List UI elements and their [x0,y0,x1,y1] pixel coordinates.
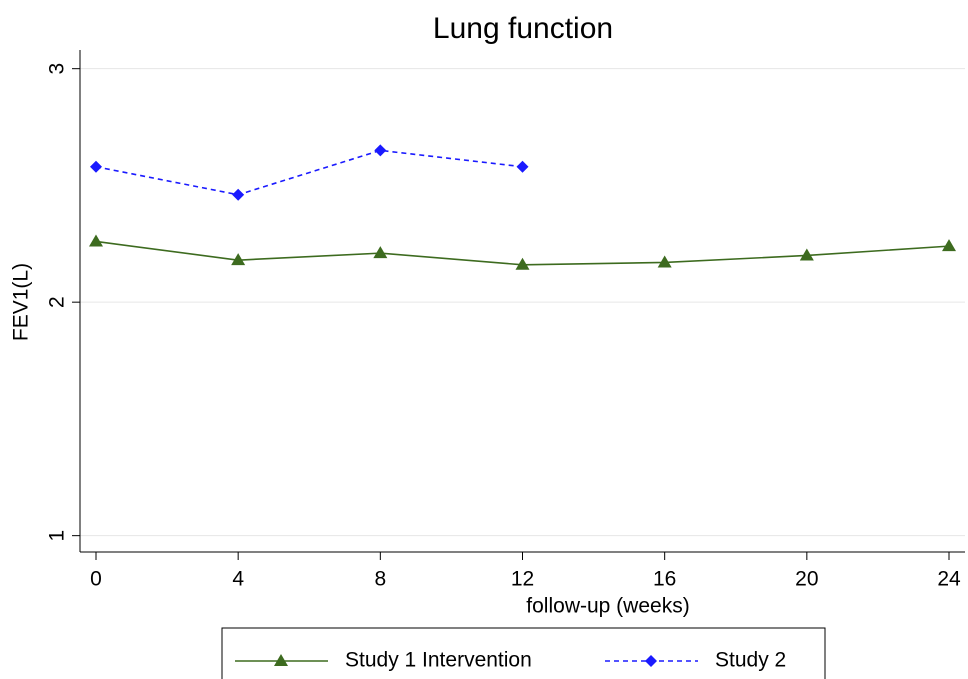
marker [88,234,103,247]
y-tick-label: 1 [46,530,69,542]
marker [89,160,102,173]
marker [373,246,388,259]
marker [515,257,530,270]
x-tick-label: 12 [511,568,534,591]
legend-box [221,627,826,679]
marker [374,144,387,157]
marker [232,188,245,201]
x-tick-label: 4 [232,568,244,591]
x-axis-label: follow-up (weeks) [526,595,689,618]
marker [516,160,529,173]
x-tick-label: 24 [937,568,961,591]
series-line [95,149,523,196]
marker [942,239,957,252]
marker [231,253,246,266]
x-tick-label: 0 [90,568,102,591]
marker [657,255,672,268]
y-axis-label: FEV1(L) [10,263,33,341]
x-tick-label: 8 [374,568,386,591]
legend-label: Study 1 Intervention [345,649,532,672]
legend-marker [274,654,288,666]
y-tick-label: 3 [46,63,69,75]
marker [799,248,814,261]
x-tick-label: 16 [653,568,676,591]
chart-title: Lung function [433,12,613,45]
y-tick-label: 2 [46,296,69,308]
legend-marker [645,655,657,667]
legend-label: Study 2 [715,649,786,672]
x-tick-label: 20 [795,568,818,591]
